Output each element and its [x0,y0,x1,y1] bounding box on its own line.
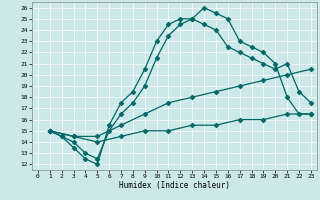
X-axis label: Humidex (Indice chaleur): Humidex (Indice chaleur) [119,181,230,190]
